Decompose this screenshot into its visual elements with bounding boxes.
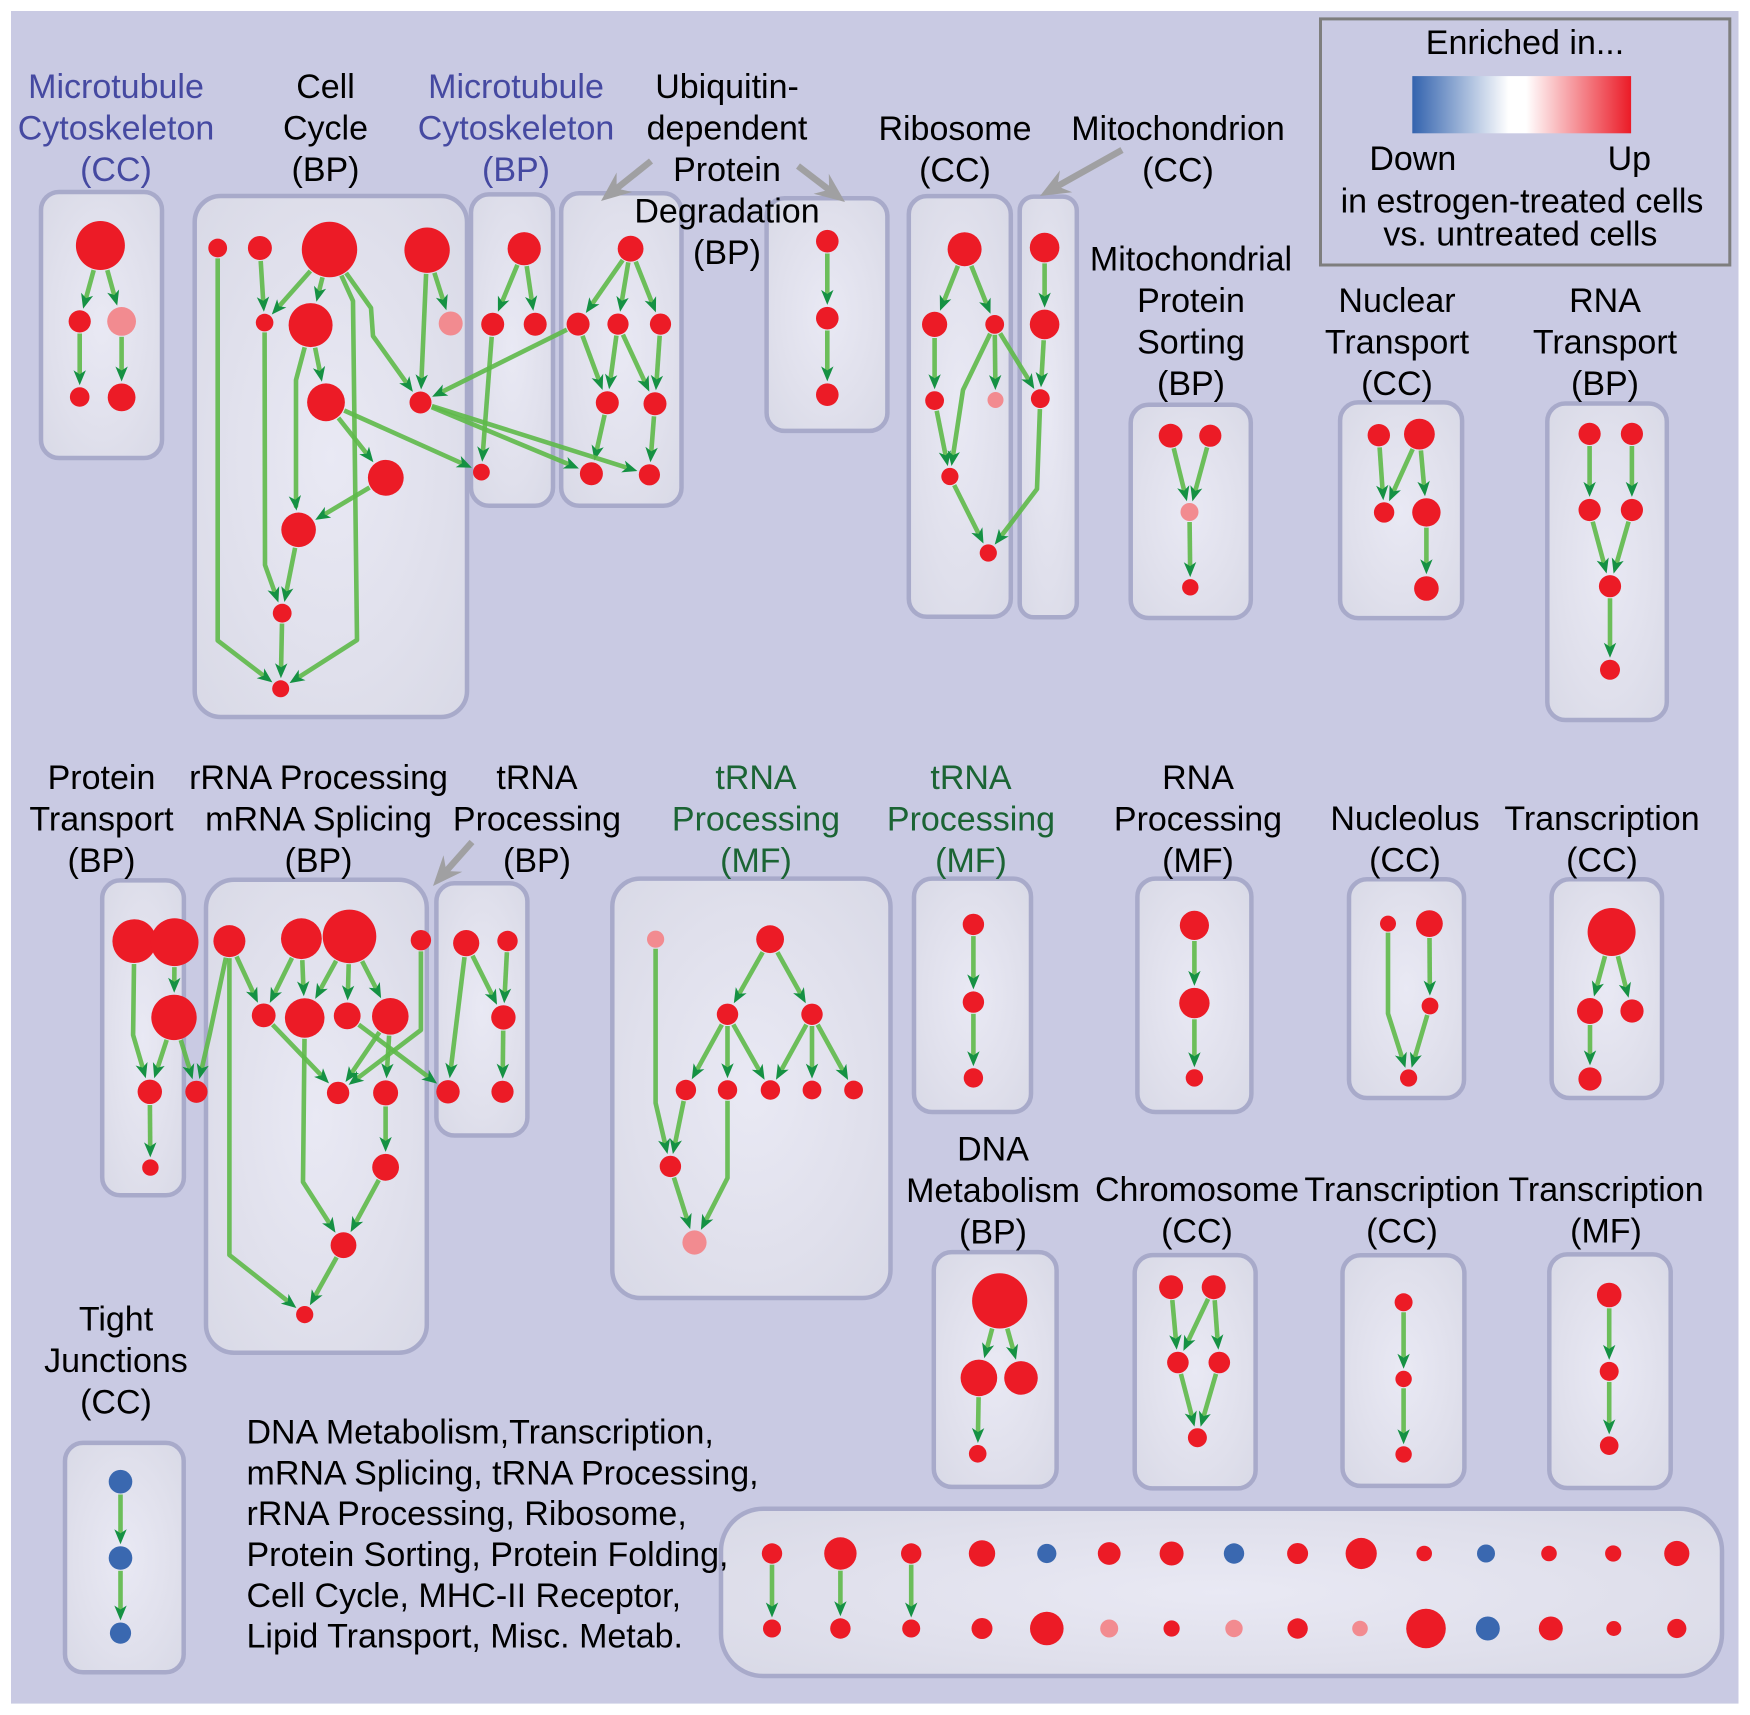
svg-text:(MF): (MF) bbox=[1570, 1213, 1642, 1251]
svg-text:Protein: Protein bbox=[1137, 282, 1245, 320]
svg-text:Ubiquitin-: Ubiquitin- bbox=[655, 68, 799, 106]
svg-text:rRNA Processing: rRNA Processing bbox=[189, 759, 448, 797]
svg-text:Cell: Cell bbox=[296, 68, 355, 106]
svg-text:Degradation: Degradation bbox=[634, 193, 819, 231]
svg-text:RNA: RNA bbox=[1569, 282, 1641, 320]
svg-text:mRNA Splicing: mRNA Splicing bbox=[205, 801, 432, 839]
svg-text:(MF): (MF) bbox=[720, 842, 792, 880]
svg-text:vs. untreated cells: vs. untreated cells bbox=[1383, 215, 1657, 253]
svg-text:(CC): (CC) bbox=[1361, 365, 1433, 403]
svg-text:Processing: Processing bbox=[453, 801, 621, 839]
svg-text:Nuclear: Nuclear bbox=[1338, 282, 1455, 320]
svg-text:Transcription: Transcription bbox=[1304, 1171, 1499, 1209]
svg-text:dependent: dependent bbox=[647, 110, 808, 148]
svg-text:Microtubule: Microtubule bbox=[28, 68, 204, 106]
svg-text:Metabolism: Metabolism bbox=[906, 1172, 1080, 1210]
svg-text:Cell Cycle, MHC-II Receptor,: Cell Cycle, MHC-II Receptor, bbox=[247, 1577, 682, 1615]
svg-text:Enriched in...: Enriched in... bbox=[1426, 24, 1624, 62]
svg-text:(CC): (CC) bbox=[80, 1384, 152, 1422]
svg-text:Junctions: Junctions bbox=[44, 1342, 188, 1380]
svg-text:mRNA Splicing, tRNA Processing: mRNA Splicing, tRNA Processing, bbox=[247, 1454, 759, 1492]
svg-text:(CC): (CC) bbox=[1142, 151, 1214, 189]
svg-text:(BP): (BP) bbox=[693, 234, 761, 272]
svg-text:Down: Down bbox=[1369, 140, 1456, 178]
svg-text:Transcription: Transcription bbox=[1508, 1171, 1703, 1209]
svg-text:Transport: Transport bbox=[1533, 324, 1678, 362]
svg-text:Tight: Tight bbox=[79, 1301, 154, 1339]
svg-text:in estrogen-treated cells: in estrogen-treated cells bbox=[1341, 183, 1704, 221]
svg-text:Protein Sorting, Protein Foldi: Protein Sorting, Protein Folding, bbox=[247, 1536, 729, 1574]
svg-text:Protein: Protein bbox=[673, 151, 781, 189]
svg-text:(BP): (BP) bbox=[503, 842, 571, 880]
svg-text:Cytoskeleton: Cytoskeleton bbox=[418, 110, 615, 148]
svg-text:tRNA: tRNA bbox=[930, 759, 1012, 797]
svg-text:rRNA Processing, Ribosome,: rRNA Processing, Ribosome, bbox=[247, 1495, 687, 1533]
svg-text:Processing: Processing bbox=[887, 801, 1055, 839]
svg-text:(CC): (CC) bbox=[1369, 841, 1441, 879]
svg-text:DNA: DNA bbox=[957, 1130, 1029, 1168]
svg-text:(MF): (MF) bbox=[935, 842, 1007, 880]
svg-text:(BP): (BP) bbox=[292, 151, 360, 189]
svg-text:Lipid Transport, Misc. Metab.: Lipid Transport, Misc. Metab. bbox=[247, 1618, 684, 1656]
svg-text:Mitochondrion: Mitochondrion bbox=[1071, 110, 1285, 148]
svg-text:Processing: Processing bbox=[1114, 801, 1282, 839]
svg-text:tRNA: tRNA bbox=[715, 759, 797, 797]
svg-text:Ribosome: Ribosome bbox=[878, 110, 1031, 148]
svg-text:(CC): (CC) bbox=[1161, 1213, 1233, 1251]
svg-text:(BP): (BP) bbox=[285, 842, 353, 880]
svg-text:Up: Up bbox=[1608, 140, 1651, 178]
svg-text:DNA Metabolism,Transcription,: DNA Metabolism,Transcription, bbox=[247, 1414, 714, 1452]
svg-text:(BP): (BP) bbox=[68, 842, 136, 880]
svg-text:(CC): (CC) bbox=[1566, 841, 1638, 879]
svg-text:Chromosome: Chromosome bbox=[1095, 1171, 1299, 1209]
svg-text:Protein: Protein bbox=[48, 759, 156, 797]
svg-text:RNA: RNA bbox=[1162, 759, 1234, 797]
svg-text:(CC): (CC) bbox=[919, 151, 991, 189]
svg-text:Transport: Transport bbox=[1325, 324, 1470, 362]
svg-text:(CC): (CC) bbox=[1366, 1213, 1438, 1251]
svg-text:Cytoskeleton: Cytoskeleton bbox=[18, 110, 215, 148]
svg-text:tRNA: tRNA bbox=[496, 759, 578, 797]
svg-text:Transport: Transport bbox=[29, 801, 174, 839]
svg-text:Transcription: Transcription bbox=[1504, 800, 1699, 838]
svg-text:(CC): (CC) bbox=[80, 151, 152, 189]
svg-text:Mitochondrial: Mitochondrial bbox=[1090, 240, 1292, 278]
svg-text:Microtubule: Microtubule bbox=[428, 68, 604, 106]
svg-text:(BP): (BP) bbox=[959, 1213, 1027, 1251]
svg-text:(MF): (MF) bbox=[1162, 842, 1234, 880]
svg-text:Nucleolus: Nucleolus bbox=[1330, 800, 1479, 838]
svg-text:Cycle: Cycle bbox=[283, 110, 368, 148]
svg-text:Sorting: Sorting bbox=[1137, 323, 1245, 361]
svg-text:(BP): (BP) bbox=[1571, 365, 1639, 403]
svg-text:Processing: Processing bbox=[672, 801, 840, 839]
svg-text:(BP): (BP) bbox=[482, 151, 550, 189]
svg-text:(BP): (BP) bbox=[1157, 365, 1225, 403]
